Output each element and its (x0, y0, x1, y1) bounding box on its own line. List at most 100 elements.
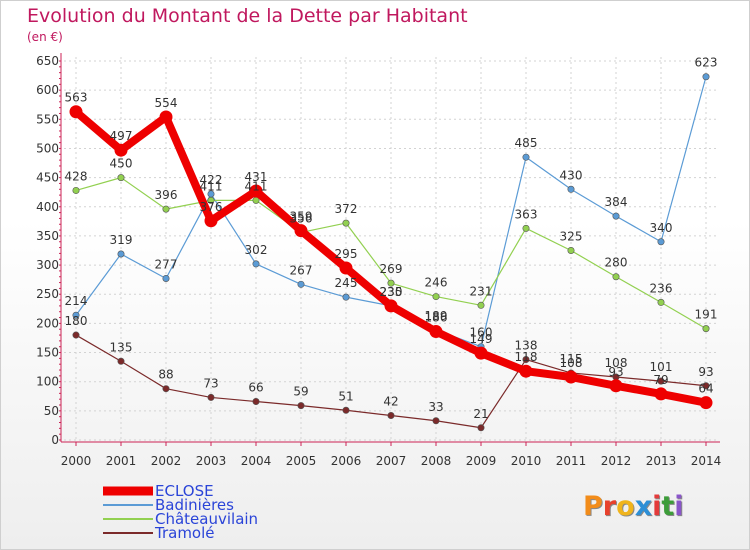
legend-label-badinieres: Badinières (155, 496, 234, 514)
data-point-badinieres (117, 250, 125, 258)
data-label: 59 (293, 385, 308, 399)
data-label: 302 (245, 243, 268, 257)
data-label: 340 (650, 221, 673, 235)
data-label: 623 (695, 56, 718, 70)
data-label: 231 (470, 284, 493, 298)
data-label: 485 (515, 136, 538, 150)
data-label: 66 (248, 381, 263, 395)
data-point-badinieres (297, 280, 305, 288)
data-label: 236 (650, 281, 673, 295)
data-label: 245 (335, 276, 358, 290)
data-label: 160 (470, 326, 493, 340)
data-label: 325 (560, 230, 583, 244)
data-point-badinieres (522, 153, 530, 161)
data-label: 93 (698, 365, 713, 379)
data-label: 101 (650, 360, 673, 374)
legend-swatch-badinieres (103, 504, 153, 506)
data-point-tramole (252, 398, 260, 406)
data-point-tramole (657, 377, 665, 385)
x-tick-label: 2014 (691, 454, 722, 468)
data-point-chateauvilain (72, 186, 80, 194)
data-label: 376 (200, 200, 223, 214)
data-point-eclose (384, 299, 398, 313)
y-tick-label: 300 (36, 258, 59, 272)
data-point-chateauvilain (612, 273, 620, 281)
series-layer (69, 73, 713, 432)
y-tick-label: 650 (36, 54, 59, 68)
data-point-tramole (72, 331, 80, 339)
data-point-eclose (609, 379, 623, 393)
data-label: 563 (65, 91, 88, 105)
x-tick-label: 2013 (646, 454, 677, 468)
data-label: 554 (155, 96, 178, 110)
data-label: 267 (290, 263, 313, 277)
chart-title: Evolution du Montant de la Dette par Hab… (27, 5, 468, 27)
y-tick-label: 400 (36, 200, 59, 214)
data-label: 411 (200, 179, 223, 193)
x-tick-label: 2000 (61, 454, 92, 468)
data-label: 235 (380, 285, 403, 299)
data-label: 180 (65, 314, 88, 328)
data-point-tramole (117, 357, 125, 365)
data-label: 149 (470, 332, 493, 346)
data-point-badinieres (612, 212, 620, 220)
data-label: 319 (110, 233, 133, 247)
data-point-tramole (522, 356, 530, 364)
data-point-eclose (564, 370, 578, 384)
data-point-eclose (429, 325, 443, 339)
data-point-chateauvilain (342, 219, 350, 227)
data-point-chateauvilain (432, 293, 440, 301)
data-label: 186 (425, 311, 448, 325)
data-label: 430 (560, 168, 583, 182)
data-point-eclose (339, 261, 353, 275)
data-label: 431 (245, 170, 268, 184)
proxiti-logo: Proxiti (583, 491, 684, 522)
data-label: 51 (338, 389, 353, 403)
data-point-eclose (69, 105, 83, 119)
data-label: 246 (425, 276, 448, 290)
legend-label-eclose: ECLOSE (155, 482, 214, 500)
data-label: 384 (605, 195, 628, 209)
data-label: 214 (65, 294, 88, 308)
data-label: 135 (110, 340, 133, 354)
data-point-eclose (114, 143, 128, 157)
data-point-chateauvilain (657, 298, 665, 306)
legend-label-tramole: Tramolé (155, 524, 215, 542)
axis-layer: 0 50 100 150 200 250 300 350 400 450 500 550 600 650 2… (36, 53, 721, 468)
logo-letter: P (583, 491, 603, 522)
data-point-badinieres (702, 73, 710, 81)
x-tick-label: 2005 (286, 454, 317, 468)
data-label: 269 (380, 262, 403, 276)
data-label: 363 (515, 207, 538, 221)
data-point-badinieres (342, 293, 350, 301)
data-label: 108 (605, 356, 628, 370)
data-point-chateauvilain (162, 205, 170, 213)
data-label: 79 (653, 373, 668, 387)
data-point-tramole (387, 412, 395, 420)
data-label: 115 (560, 352, 583, 366)
data-point-chateauvilain (567, 247, 575, 255)
data-label: 356 (290, 211, 313, 225)
x-tick-label: 2009 (466, 454, 497, 468)
x-tick-label: 2011 (556, 454, 587, 468)
y-tick-label: 450 (36, 171, 59, 185)
y-tick-label: 550 (36, 112, 59, 126)
data-point-eclose (519, 364, 533, 378)
logo-letter: i (652, 491, 662, 522)
data-point-badinieres (567, 185, 575, 193)
y-tick-label: 500 (36, 141, 59, 155)
data-point-chateauvilain (117, 174, 125, 182)
data-label: 295 (335, 247, 358, 261)
data-label: 21 (473, 407, 488, 421)
data-label: 230 (380, 285, 403, 299)
data-label: 411 (245, 179, 268, 193)
data-label: 450 (110, 157, 133, 171)
data-point-badinieres (162, 274, 170, 282)
data-label: 422 (200, 173, 223, 187)
logo-letter: t (661, 491, 675, 522)
data-label: 33 (428, 400, 443, 414)
y-tick-label: 350 (36, 229, 59, 243)
x-tick-label: 2003 (196, 454, 227, 468)
